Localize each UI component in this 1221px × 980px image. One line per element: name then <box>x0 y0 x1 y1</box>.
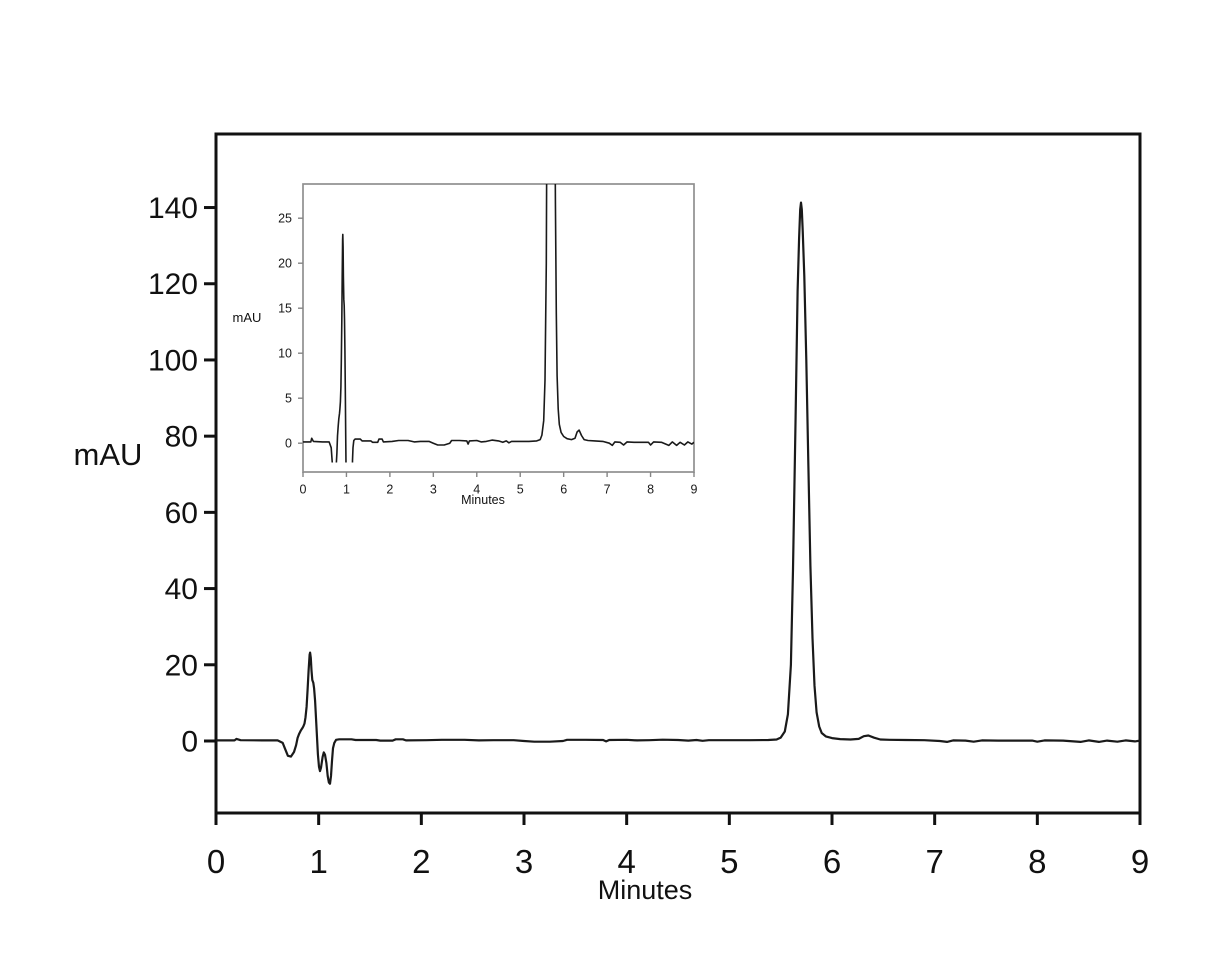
main-y-tick-label: 100 <box>148 344 198 377</box>
main-y-axis-label: mAU <box>73 437 143 472</box>
inset-y-tick-label: 20 <box>278 257 292 271</box>
main-x-tick-label: 5 <box>720 843 738 880</box>
main-y-tick-label: 80 <box>165 421 198 454</box>
inset-y-tick-label: 5 <box>285 392 292 406</box>
inset-plot-area <box>303 184 694 472</box>
main-x-axis-label: Minutes <box>597 875 693 905</box>
inset-x-tick-label: 3 <box>430 483 437 497</box>
inset-y-tick-label: 0 <box>285 437 292 451</box>
inset-x-tick-label: 4 <box>473 483 480 497</box>
main-y-tick-label: 40 <box>165 573 198 606</box>
main-y-tick-label: 60 <box>165 497 198 530</box>
inset-y-tick-label: 10 <box>278 347 292 361</box>
main-y-tick-label: 140 <box>148 192 198 225</box>
inset-x-tick-label: 2 <box>386 483 393 497</box>
main-x-tick-label: 1 <box>309 843 327 880</box>
inset-y-axis-label: mAU <box>232 310 262 325</box>
inset-x-tick-label: 9 <box>691 483 698 497</box>
main-frame <box>214 132 1142 815</box>
main-x-tick-label: 8 <box>1028 843 1046 880</box>
main-y-tick-label: 0 <box>181 725 198 758</box>
main-y-tick-label: 20 <box>165 649 198 682</box>
inset-x-axis-label: Minutes <box>461 493 505 507</box>
inset-absorbance-trace <box>303 184 694 463</box>
inset-x-tick-label: 8 <box>647 483 654 497</box>
main-x-tick-label: 7 <box>925 843 943 880</box>
inset-x-tick-label: 1 <box>343 483 350 497</box>
main-y-tick-label: 120 <box>148 268 198 301</box>
inset-axes: 0 1 2 3 4 5 6 7 8 9 0 5 10 15 20 25 <box>278 183 698 497</box>
main-x-tick-label: 0 <box>207 843 225 880</box>
inset-x-tick-label: 6 <box>560 483 567 497</box>
inset-x-tick-label: 7 <box>604 483 611 497</box>
main-x-tick-label: 3 <box>515 843 533 880</box>
inset-x-tick-label: 5 <box>517 483 524 497</box>
inset-y-tick-label: 15 <box>278 302 292 316</box>
main-x-tick-label: 2 <box>412 843 430 880</box>
inset-x-tick-label: 0 <box>300 483 307 497</box>
main-x-tick-label: 4 <box>617 843 635 880</box>
main-absorbance-trace <box>216 201 1140 785</box>
inset-frame <box>302 183 695 473</box>
inset-y-tick-label: 25 <box>278 212 292 226</box>
main-x-tick-label: 9 <box>1131 843 1149 880</box>
main-x-tick-label: 6 <box>823 843 841 880</box>
